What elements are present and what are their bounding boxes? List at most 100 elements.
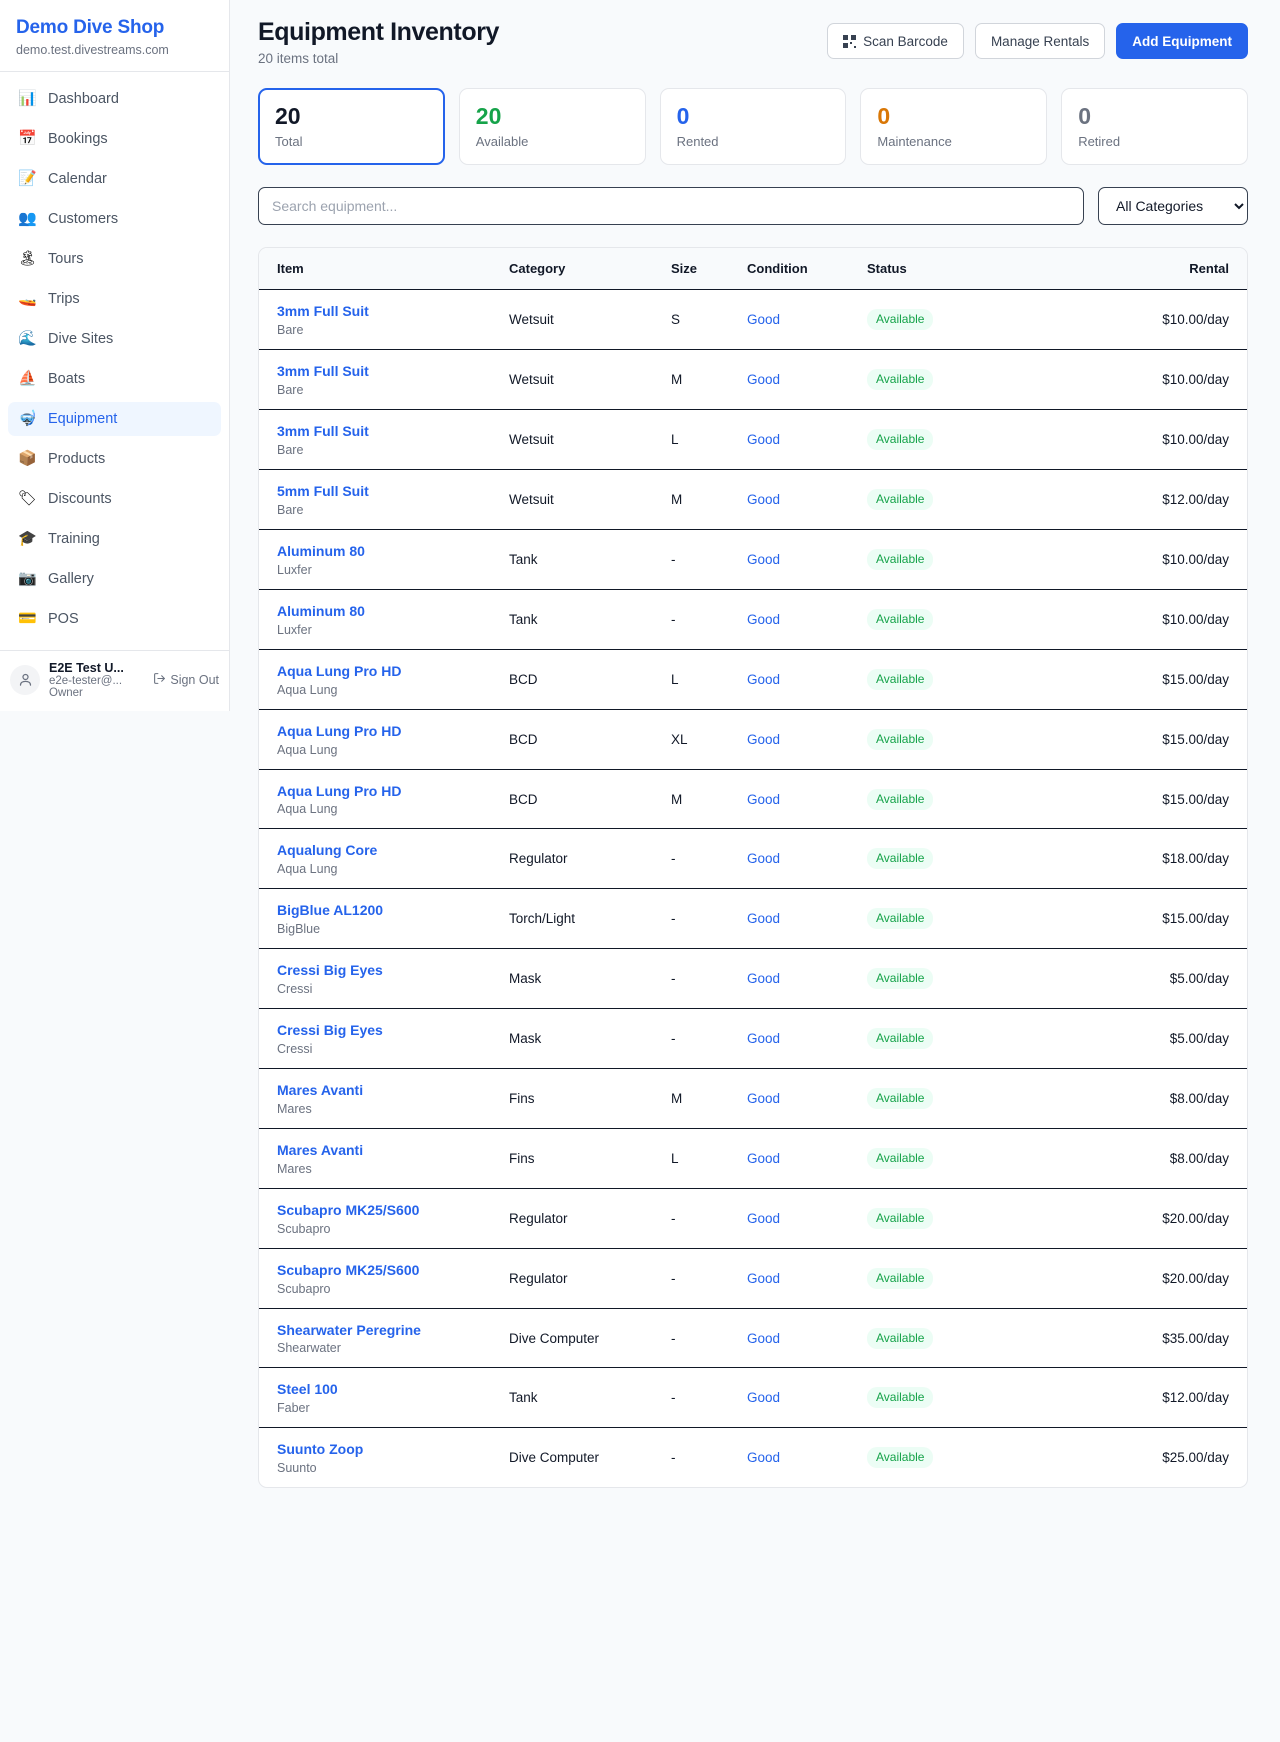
status-badge: Available [867, 668, 934, 690]
item-name-link[interactable]: Mares Avanti [277, 1082, 364, 1099]
condition-link[interactable]: Good [747, 971, 781, 987]
sidebar-item-discounts[interactable]: 🏷 Discounts [8, 482, 221, 516]
condition-link[interactable]: Good [747, 851, 781, 867]
search-input[interactable] [258, 187, 1084, 226]
sidebar-item-trips[interactable]: 🚤 Trips [8, 282, 221, 316]
table-row[interactable]: Suunto Zoop Suunto Dive Computer - Good Avail… [259, 1428, 1247, 1487]
item-name-link[interactable]: Shearwater Peregrine [277, 1321, 421, 1338]
condition-link[interactable]: Good [747, 551, 781, 567]
table-row[interactable]: BigBlue AL1200 BigBlue Torch/Light - Good Ava… [259, 888, 1247, 950]
column-header-size[interactable]: Size [671, 248, 747, 291]
column-header-status[interactable]: Status [867, 248, 1042, 291]
item-name-link[interactable]: Aqua Lung Pro HD [277, 782, 402, 799]
condition-link[interactable]: Good [747, 1450, 781, 1466]
item-name-link[interactable]: Mares Avanti [277, 1141, 364, 1158]
stat-card-available[interactable]: 20 Available [458, 88, 646, 166]
condition-link[interactable]: Good [747, 1210, 781, 1226]
table-row[interactable]: Cressi Big Eyes Cressi Mask - Good Available $… [259, 1008, 1247, 1070]
sidebar-item-products[interactable]: 📦 Products [8, 442, 221, 476]
condition-link[interactable]: Good [747, 432, 781, 448]
table-row[interactable]: Cressi Big Eyes Cressi Mask - Good Available $… [259, 948, 1247, 1010]
table-row[interactable]: Aluminum 80 Luxfer Tank - Good Available $10.0… [259, 529, 1247, 590]
column-header-category[interactable]: Category [509, 248, 671, 291]
stat-card-retired[interactable]: 0 Retired [1061, 88, 1248, 166]
table-row[interactable]: 5mm Full Suit Bare Wetsuit M Good Available $1… [259, 469, 1247, 530]
table-row[interactable]: Scubapro MK25/S600 Scubapro Regulator - Good… [259, 1188, 1247, 1249]
stat-card-rented[interactable]: 0 Rented [659, 88, 847, 166]
category-select[interactable]: All Categories [1098, 187, 1248, 226]
condition-link[interactable]: Good [747, 1390, 781, 1406]
sidebar-item-bookings[interactable]: 📅 Bookings [8, 122, 221, 156]
item-name-link[interactable]: Aqua Lung Pro HD [277, 722, 402, 739]
sidebar-item-training[interactable]: 🎓 Training [8, 522, 221, 556]
table-row[interactable]: Aqua Lung Pro HD Aqua Lung BCD L Good Availab… [259, 649, 1247, 710]
table-row[interactable]: 3mm Full Suit Bare Wetsuit S Good Available $1… [259, 289, 1247, 351]
item-name-link[interactable]: Cressi Big Eyes [277, 1022, 383, 1039]
condition-link[interactable]: Good [747, 611, 781, 627]
sidebar-item-gallery[interactable]: 📷 Gallery [8, 562, 221, 596]
condition-link[interactable]: Good [747, 1270, 781, 1286]
cell-item: 3mm Full Suit Bare [259, 349, 509, 411]
stat-label: Retired [1078, 134, 1121, 150]
add-equipment-button[interactable]: Add Equipment [1116, 23, 1248, 59]
item-brand: Bare [277, 323, 304, 338]
condition-link[interactable]: Good [747, 1330, 781, 1346]
condition-link[interactable]: Good [747, 1150, 781, 1166]
stat-card-total[interactable]: 20 Total [258, 88, 445, 166]
sidebar-item-customers[interactable]: 👥 Customers [8, 202, 221, 236]
table-row[interactable]: Scubapro MK25/S600 Scubapro Regulator - Good… [259, 1248, 1247, 1309]
condition-link[interactable]: Good [747, 312, 781, 328]
condition-link[interactable]: Good [747, 791, 781, 807]
table-row[interactable]: Aluminum 80 Luxfer Tank - Good Available $10.0… [259, 589, 1247, 650]
sidebar-item-label: Calendar [48, 170, 107, 187]
item-name-link[interactable]: 3mm Full Suit [277, 363, 369, 380]
item-name-link[interactable]: Scubapro MK25/S600 [277, 1201, 420, 1218]
stat-card-maintenance[interactable]: 0 Maintenance [860, 88, 1048, 166]
condition-link[interactable]: Good [747, 671, 781, 687]
sign-out-button[interactable]: Sign Out [153, 672, 219, 688]
user-role: Owner [49, 686, 83, 699]
manage-rentals-button[interactable]: Manage Rentals [974, 23, 1106, 59]
sidebar-item-calendar[interactable]: 📝 Calendar [8, 162, 221, 196]
sidebar-item-pos[interactable]: 💳 POS [8, 602, 221, 636]
condition-link[interactable]: Good [747, 1031, 781, 1047]
scan-barcode-button[interactable]: Scan Barcode [827, 23, 964, 59]
condition-link[interactable]: Good [747, 372, 781, 388]
item-name-link[interactable]: Aqua Lung Pro HD [277, 662, 402, 679]
item-name-link[interactable]: Scubapro MK25/S600 [277, 1261, 420, 1278]
item-name-link[interactable]: Steel 100 [277, 1381, 338, 1398]
item-name-link[interactable]: BigBlue AL1200 [277, 902, 384, 919]
condition-link[interactable]: Good [747, 731, 781, 747]
table-row[interactable]: Mares Avanti Mares Fins M Good Available $8.00… [259, 1068, 1247, 1129]
column-header-rental[interactable]: Rental [1042, 248, 1247, 291]
table-row[interactable]: 3mm Full Suit Bare Wetsuit L Good Available $1… [259, 409, 1247, 471]
table-header-row: Item Category Size Condition Status Rent… [259, 248, 1247, 291]
sidebar-item-tours[interactable]: 🏝 Tours [8, 242, 221, 276]
item-name-link[interactable]: 3mm Full Suit [277, 303, 369, 320]
table-body: 3mm Full Suit Bare Wetsuit S Good Available $1… [259, 289, 1247, 1487]
item-name-link[interactable]: Aluminum 80 [277, 602, 365, 619]
item-name-link[interactable]: 3mm Full Suit [277, 423, 369, 440]
item-brand: Aqua Lung [277, 682, 338, 697]
sidebar-item-dive-sites[interactable]: 🌊 Dive Sites [8, 322, 221, 356]
sidebar-item-dashboard[interactable]: 📊 Dashboard [8, 82, 221, 116]
item-name-link[interactable]: Suunto Zoop [277, 1441, 364, 1458]
table-row[interactable]: Aqua Lung Pro HD Aqua Lung BCD M Good Availab… [259, 769, 1247, 830]
table-row[interactable]: Shearwater Peregrine Shearwater Dive Compu… [259, 1308, 1247, 1369]
sidebar-item-boats[interactable]: ⛵ Boats [8, 362, 221, 396]
sidebar-item-equipment[interactable]: 🤿 Equipment [8, 401, 221, 436]
item-name-link[interactable]: Aluminum 80 [277, 543, 365, 559]
condition-link[interactable]: Good [747, 1090, 781, 1106]
table-row[interactable]: 3mm Full Suit Bare Wetsuit M Good Available $1… [259, 349, 1247, 411]
column-header-item[interactable]: Item [259, 248, 509, 291]
table-row[interactable]: Aqualung Core Aqua Lung Regulator - Good Avai… [259, 828, 1247, 890]
table-row[interactable]: Mares Avanti Mares Fins L Good Available $8.00… [259, 1128, 1247, 1189]
item-name-link[interactable]: 5mm Full Suit [277, 483, 369, 500]
table-row[interactable]: Aqua Lung Pro HD Aqua Lung BCD XL Good Availa… [259, 709, 1247, 770]
item-name-link[interactable]: Aqualung Core [277, 842, 378, 859]
item-name-link[interactable]: Cressi Big Eyes [277, 962, 383, 979]
table-row[interactable]: Steel 100 Faber Tank - Good Available $12.00/d… [259, 1367, 1247, 1429]
column-header-condition[interactable]: Condition [747, 248, 867, 291]
condition-link[interactable]: Good [747, 911, 781, 927]
condition-link[interactable]: Good [747, 492, 781, 508]
